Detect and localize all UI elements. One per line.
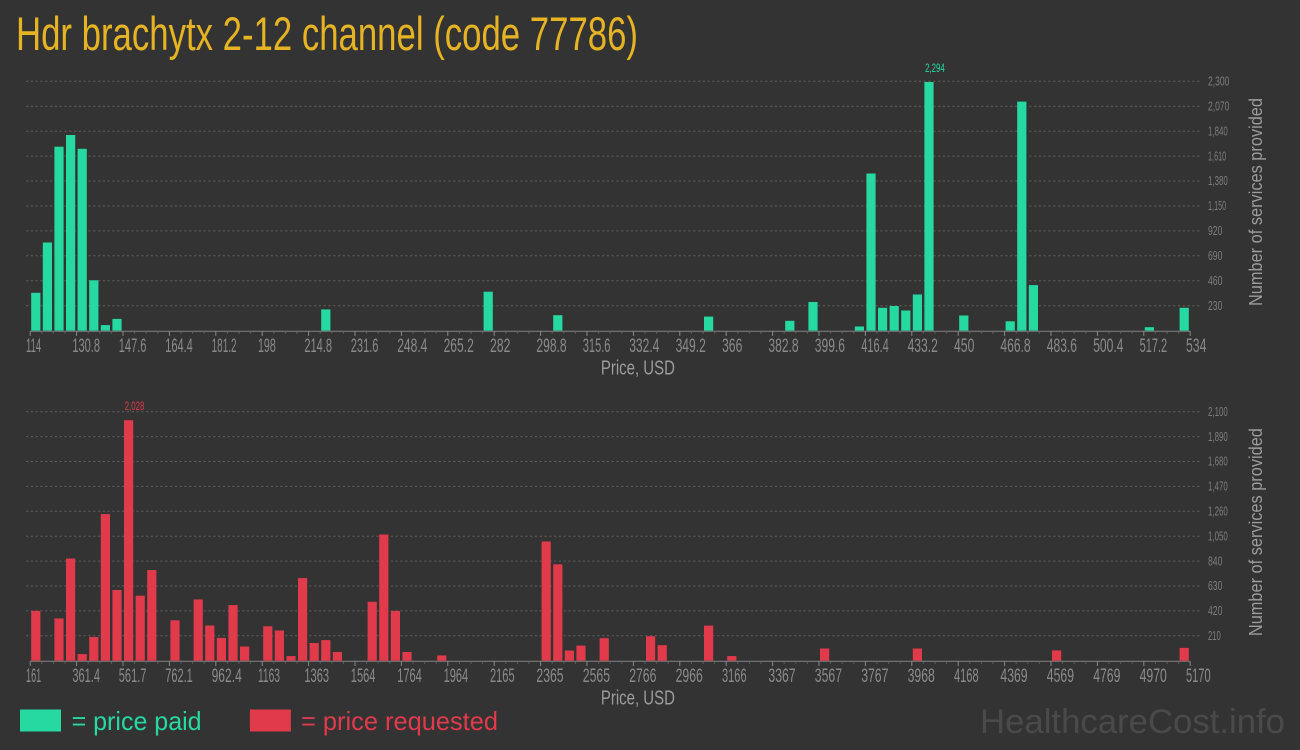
svg-text:2,028: 2,028 xyxy=(125,399,145,413)
svg-text:630: 630 xyxy=(1208,578,1222,593)
svg-text:1,150: 1,150 xyxy=(1208,198,1226,213)
svg-text:Number of services provided: Number of services provided xyxy=(1246,428,1266,636)
svg-text:HealthcareCost.info: HealthcareCost.info xyxy=(980,703,1285,741)
svg-text:5170: 5170 xyxy=(1186,666,1211,687)
svg-text:840: 840 xyxy=(1208,553,1222,568)
svg-text:416.4: 416.4 xyxy=(861,336,889,357)
svg-text:690: 690 xyxy=(1208,248,1222,263)
svg-text:3767: 3767 xyxy=(861,666,888,687)
svg-text:130.8: 130.8 xyxy=(72,336,100,357)
svg-text:2,300: 2,300 xyxy=(1208,74,1229,89)
svg-text:433.2: 433.2 xyxy=(908,336,938,357)
svg-text:164.4: 164.4 xyxy=(165,336,193,357)
svg-text:2766: 2766 xyxy=(629,666,656,687)
svg-text:Price, USD: Price, USD xyxy=(601,688,675,710)
svg-text:4168: 4168 xyxy=(954,666,979,687)
svg-text:1,680: 1,680 xyxy=(1208,454,1228,469)
svg-text:2565: 2565 xyxy=(583,666,610,687)
svg-text:1,610: 1,610 xyxy=(1208,148,1226,163)
svg-text:332.4: 332.4 xyxy=(629,336,659,357)
svg-text:420: 420 xyxy=(1208,603,1222,618)
svg-text:1964: 1964 xyxy=(444,666,469,687)
svg-text:181.2: 181.2 xyxy=(212,336,237,357)
svg-text:114: 114 xyxy=(26,336,41,357)
svg-text:1564: 1564 xyxy=(351,666,376,687)
svg-text:Number of services provided: Number of services provided xyxy=(1246,98,1266,306)
svg-text:1163: 1163 xyxy=(258,666,280,687)
svg-text:399.6: 399.6 xyxy=(815,336,845,357)
svg-text:298.8: 298.8 xyxy=(536,336,566,357)
svg-text:920: 920 xyxy=(1208,223,1222,238)
svg-text:147.6: 147.6 xyxy=(119,336,147,357)
svg-text:349.2: 349.2 xyxy=(676,336,706,357)
svg-text:450: 450 xyxy=(954,336,974,357)
svg-text:460: 460 xyxy=(1208,273,1222,288)
svg-text:2,070: 2,070 xyxy=(1208,98,1229,113)
svg-text:248.4: 248.4 xyxy=(397,336,427,357)
svg-text:2,294: 2,294 xyxy=(925,61,945,75)
svg-text:3166: 3166 xyxy=(722,666,747,687)
svg-text:561.7: 561.7 xyxy=(119,666,147,687)
svg-text:Hdr brachytx 2-12 channel (cod: Hdr brachytx 2-12 channel (code 77786) xyxy=(16,7,638,60)
svg-text:466.8: 466.8 xyxy=(1000,336,1030,357)
svg-text:500.4: 500.4 xyxy=(1093,336,1123,357)
svg-text:1,470: 1,470 xyxy=(1208,479,1228,494)
svg-text:198: 198 xyxy=(258,336,276,357)
svg-text:366: 366 xyxy=(722,336,742,357)
svg-text:210: 210 xyxy=(1208,628,1221,643)
svg-text:315.6: 315.6 xyxy=(583,336,611,357)
svg-text:361.4: 361.4 xyxy=(72,666,100,687)
svg-text:Price, USD: Price, USD xyxy=(601,358,675,380)
svg-text:= price requested: = price requested xyxy=(301,706,498,736)
svg-text:282: 282 xyxy=(490,336,510,357)
svg-text:1,890: 1,890 xyxy=(1208,429,1228,444)
svg-text:1,050: 1,050 xyxy=(1208,528,1228,543)
svg-text:3567: 3567 xyxy=(815,666,842,687)
svg-text:161: 161 xyxy=(26,666,41,687)
svg-text:3968: 3968 xyxy=(908,666,935,687)
svg-text:1764: 1764 xyxy=(397,666,422,687)
svg-text:230: 230 xyxy=(1208,298,1222,313)
svg-text:2,100: 2,100 xyxy=(1208,404,1228,419)
svg-text:4970: 4970 xyxy=(1140,666,1167,687)
svg-text:231.6: 231.6 xyxy=(351,336,379,357)
svg-text:265.2: 265.2 xyxy=(444,336,474,357)
svg-text:3367: 3367 xyxy=(768,666,795,687)
svg-text:1363: 1363 xyxy=(304,666,329,687)
svg-text:517.2: 517.2 xyxy=(1140,336,1168,357)
svg-text:762.1: 762.1 xyxy=(165,666,193,687)
svg-text:1,380: 1,380 xyxy=(1208,173,1228,188)
svg-text:483.6: 483.6 xyxy=(1047,336,1077,357)
svg-text:2966: 2966 xyxy=(676,666,703,687)
svg-text:382.8: 382.8 xyxy=(768,336,798,357)
svg-text:4369: 4369 xyxy=(1000,666,1027,687)
svg-text:= price paid: = price paid xyxy=(72,706,202,736)
svg-text:2165: 2165 xyxy=(490,666,515,687)
svg-text:4569: 4569 xyxy=(1047,666,1074,687)
svg-text:4769: 4769 xyxy=(1093,666,1120,687)
svg-text:1,260: 1,260 xyxy=(1208,504,1228,519)
svg-text:2365: 2365 xyxy=(536,666,563,687)
svg-text:1,840: 1,840 xyxy=(1208,123,1228,138)
svg-text:962.4: 962.4 xyxy=(212,666,242,687)
svg-text:534: 534 xyxy=(1186,336,1207,357)
svg-text:214.8: 214.8 xyxy=(304,336,332,357)
